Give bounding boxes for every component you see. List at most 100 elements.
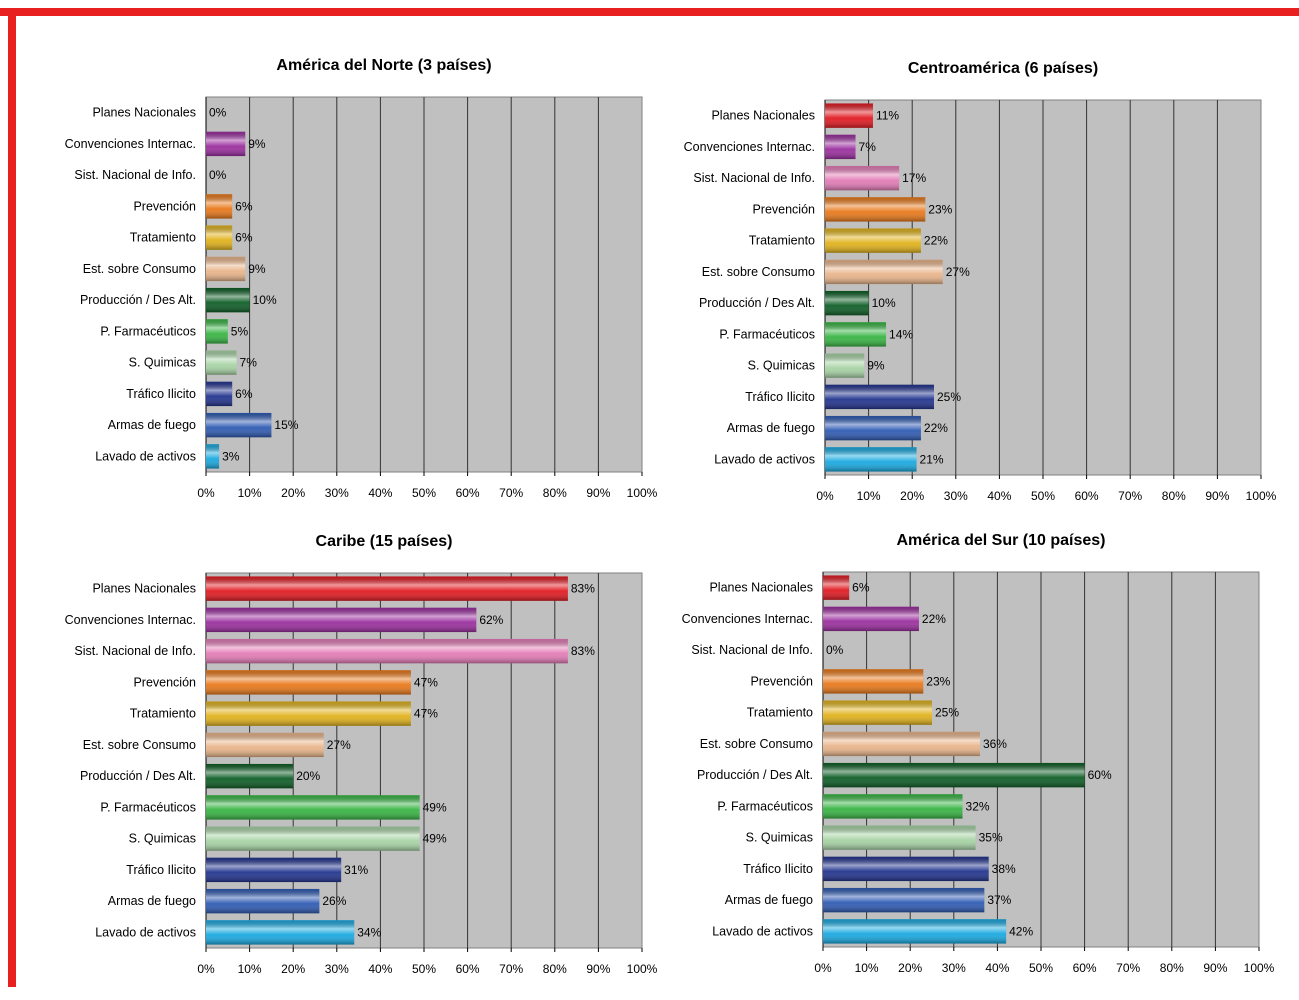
category-label: Sist. Nacional de Info.: [74, 644, 196, 658]
category-label: Prevención: [752, 202, 815, 216]
bar-value-label: 27%: [327, 738, 351, 752]
category-label: P. Farmacéuticos: [100, 800, 196, 814]
x-tick-label: 60%: [1073, 961, 1097, 975]
chart-america-del-sur: América del Sur (10 países) 0% 10% 20% 30% 40…: [647, 519, 1287, 999]
bar-shine: [825, 447, 917, 472]
bar-shine: [823, 825, 976, 850]
bar-shine: [823, 731, 980, 757]
bar-value-label: 11%: [876, 109, 899, 123]
bar-shine: [823, 794, 963, 819]
bar-shine: [206, 131, 246, 157]
category-label: Armas de fuego: [725, 893, 813, 907]
bar-shine: [823, 856, 989, 882]
bar-value-label: 23%: [926, 674, 950, 688]
x-tick-label: 40%: [368, 486, 392, 500]
bar-value-label: 37%: [987, 893, 1011, 907]
chart-2-svg: Caribe (15 países) 0% 10% 20% 30% 40% 50% 60% 70…: [65, 533, 658, 976]
category-label: P. Farmacéuticos: [719, 327, 815, 341]
bar-value-label: 3%: [222, 449, 240, 463]
bar-value-label: 47%: [414, 707, 438, 721]
category-label: Tratamiento: [747, 706, 813, 720]
bar-shine: [206, 287, 250, 313]
bar-value-label: 22%: [924, 234, 948, 248]
bar-shine: [206, 920, 355, 945]
x-tick-label: 20%: [281, 962, 305, 976]
category-label: Lavado de activos: [95, 925, 196, 939]
x-tick-label: 50%: [1029, 961, 1053, 975]
category-label: Lavado de activos: [714, 452, 815, 466]
chart-america-del-norte: América del Norte (3 países) 0% 10% 20% 30% 4…: [30, 44, 670, 524]
bar-value-label: 34%: [357, 925, 381, 939]
x-tick-label: 30%: [942, 961, 966, 975]
category-label: Planes Nacionales: [92, 106, 196, 120]
bar-value-label: 17%: [902, 171, 926, 185]
bar-value-label: 20%: [296, 769, 320, 783]
category-label: Armas de fuego: [108, 418, 196, 432]
bar-value-label: 6%: [235, 199, 253, 213]
x-tick-label: 70%: [499, 962, 523, 976]
chart-0-svg: América del Norte (3 países) 0% 10% 20% 30% 4…: [65, 57, 658, 500]
bar-shine: [206, 670, 411, 695]
bar-shine: [823, 575, 850, 600]
category-label: Est. sobre Consumo: [702, 265, 815, 279]
bar-shine: [206, 888, 320, 914]
category-label: Producción / Des Alt.: [80, 769, 196, 783]
x-tick-label: 70%: [1116, 961, 1140, 975]
bar-shine: [825, 103, 873, 128]
x-tick-label: 30%: [944, 489, 968, 503]
bar-value-label: 7%: [240, 356, 258, 370]
bar-shine: [206, 795, 420, 820]
category-label: Tratamiento: [130, 231, 196, 245]
category-label: Sist. Nacional de Info.: [74, 168, 196, 182]
category-label: Convenciones Internac.: [65, 613, 196, 627]
x-tick-label: 20%: [900, 489, 924, 503]
x-tick-label: 80%: [543, 486, 567, 500]
bar-shine: [206, 763, 294, 789]
chart-1-svg: Centroamérica (6 países) 0% 10% 20% 30% 40% 50…: [684, 60, 1277, 503]
x-tick-label: 100%: [1244, 961, 1275, 975]
x-tick-label: 40%: [987, 489, 1011, 503]
bar-value-label: 5%: [231, 324, 249, 338]
bar-value-label: 9%: [867, 359, 885, 373]
bar-value-label: 35%: [979, 831, 1003, 845]
bar-shine: [206, 256, 246, 282]
bar-shine: [825, 197, 926, 222]
x-tick-label: 10%: [238, 486, 262, 500]
bar-value-label: 27%: [946, 265, 970, 279]
category-label: Planes Nacionales: [92, 582, 196, 596]
bar-value-label: 7%: [859, 140, 877, 154]
category-label: Tráfico Ilicito: [745, 390, 815, 404]
bar-value-label: 23%: [928, 202, 952, 216]
category-label: Tráfico Ilicito: [126, 387, 196, 401]
bar-value-label: 9%: [248, 137, 266, 151]
x-tick-label: 20%: [898, 961, 922, 975]
bar-value-label: 62%: [479, 613, 503, 627]
bar-shine: [825, 415, 921, 441]
category-label: S. Quimicas: [746, 831, 813, 845]
category-label: S. Quimicas: [129, 356, 196, 370]
bar-shine: [825, 290, 869, 316]
x-tick-label: 0%: [197, 486, 215, 500]
x-tick-label: 50%: [1031, 489, 1055, 503]
x-tick-label: 90%: [586, 486, 610, 500]
category-label: Convenciones Internac.: [682, 612, 813, 626]
bar-shine: [206, 319, 228, 344]
bar-shine: [206, 194, 233, 219]
bar-shine: [206, 350, 237, 375]
category-label: Est. sobre Consumo: [83, 262, 196, 276]
bar-value-label: 36%: [983, 737, 1007, 751]
bar-value-label: 42%: [1009, 924, 1033, 938]
category-label: Planes Nacionales: [711, 109, 815, 123]
bar-shine: [206, 701, 411, 726]
x-tick-label: 30%: [325, 962, 349, 976]
bar-value-label: 6%: [235, 387, 253, 401]
bar-shine: [206, 444, 220, 469]
bar-value-label: 22%: [924, 421, 948, 435]
chart-title: América del Sur (10 países): [897, 532, 1106, 549]
bar-shine: [823, 762, 1085, 788]
bar-shine: [825, 228, 921, 253]
x-tick-label: 60%: [456, 962, 480, 976]
x-tick-label: 80%: [1160, 961, 1184, 975]
x-tick-label: 30%: [325, 486, 349, 500]
bar-value-label: 14%: [889, 327, 913, 341]
